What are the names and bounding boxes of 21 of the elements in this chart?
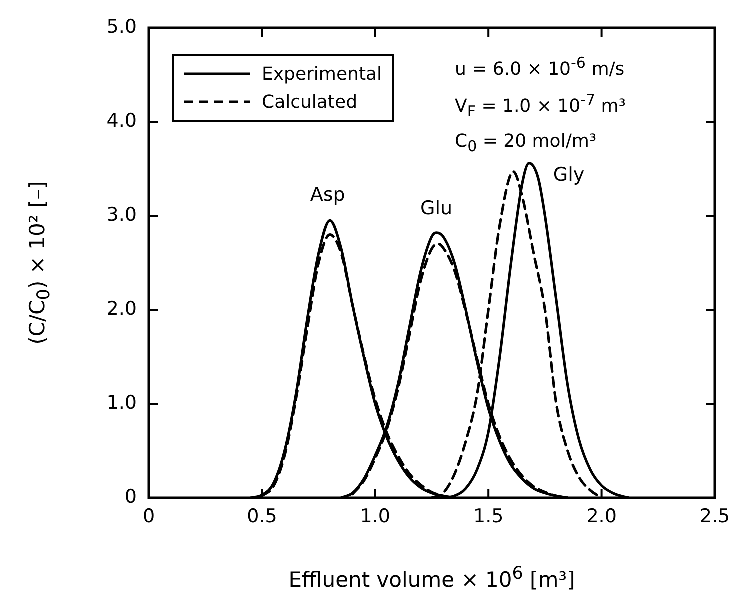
x-axis-title: Effluent volume × 10$^{6}$ [m³]	[288, 564, 576, 592]
x-tick-label: 0.5	[247, 505, 278, 528]
legend-label: Calculated	[262, 92, 358, 112]
annotation: Gly	[553, 164, 585, 186]
y-tick-label: 1.0	[106, 392, 137, 414]
x-tick-label: 2.5	[700, 505, 730, 528]
y-tick-label: 0	[124, 486, 137, 508]
annotation: V$_{F}$ = 1.0 × 10$^{-7}$ m³	[455, 90, 626, 123]
y-tick-label: 4.0	[106, 110, 137, 132]
y-tick-label: 2.0	[106, 298, 137, 320]
annotation: Glu	[420, 197, 453, 220]
x-tick-label: 1.0	[360, 505, 391, 528]
legend-label: Experimental	[262, 64, 382, 84]
x-tick-label: 1.5	[473, 505, 504, 528]
y-tick-label: 5.0	[106, 16, 137, 38]
x-tick-label: 0	[142, 505, 156, 528]
x-tick-label: 2.0	[586, 505, 617, 528]
annotation: C$_{0}$ = 20 mol/m³	[455, 130, 598, 158]
annotation: u = 6.0 × 10$^{-6}$ m/s	[455, 53, 626, 82]
annotation: Asp	[310, 184, 346, 206]
y-tick-label: 3.0	[106, 204, 137, 226]
